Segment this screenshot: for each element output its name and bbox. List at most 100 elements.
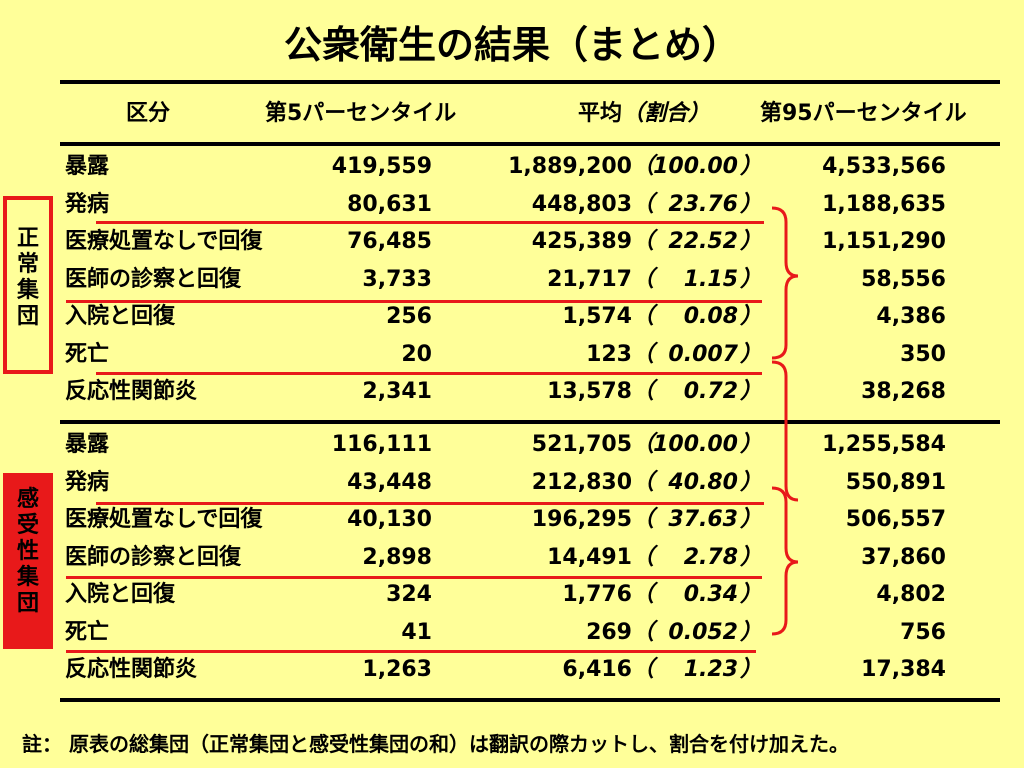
cell-p5: 2,898 (362, 544, 432, 570)
cell-p95: 506,557 (845, 507, 946, 532)
group-label-char: 集 (16, 278, 39, 303)
row-label: 発病 (65, 469, 110, 495)
row-label: 死亡 (65, 341, 110, 367)
cell-p95: 58,556 (861, 266, 946, 292)
table-row: 死亡 41 269 756 （ 0.052） (0, 615, 1024, 651)
cell-avg: 269 (586, 619, 632, 645)
ratio-open-paren: （ (632, 379, 655, 404)
cell-p5: 40,130 (347, 507, 432, 532)
table-row: 医療処置なしで回復 76,485 425,389 1,151,290 （ 22.52） (0, 224, 1024, 260)
highlight-line (96, 372, 762, 375)
header-p5: 第5パーセンタイル (265, 101, 457, 126)
cell-p5: 324 (386, 582, 432, 607)
table-row: 医療処置なしで回復 40,130 196,295 506,557 （ 37.63） (0, 502, 1024, 538)
cell-p5: 80,631 (347, 191, 432, 217)
ratio-value: 0.72 (683, 379, 738, 404)
slide-title: 公衆衛生の結果（まとめ） (283, 23, 740, 67)
table-row: 暴露 116,111 521,705 1,255,584 （100.00） (0, 427, 1024, 463)
row-label: 医師の診察と回復 (65, 544, 242, 570)
header-ratio-label: （割合） (622, 101, 711, 126)
ratio-close-paren: ） (739, 341, 762, 367)
cell-ratio: （ 0.052） (632, 615, 762, 651)
cell-p5: 419,559 (331, 154, 432, 179)
cell-p95: 4,802 (876, 582, 946, 607)
table-row: 死亡 20 123 350 （ 0.007） (0, 337, 1024, 373)
ratio-value: 1.23 (683, 657, 738, 682)
highlight-line (66, 300, 762, 303)
table-row: 入院と回復 324 1,776 4,802 （ 0.34） (0, 577, 1024, 613)
ratio-value: 100.00 (653, 432, 738, 457)
ratio-open-paren: （ (632, 657, 655, 682)
table-row: 反応性関節炎 1,263 6,416 17,384 （ 1.23） (0, 652, 1024, 688)
ratio-close-paren: ） (739, 544, 762, 570)
table-top-rule (60, 80, 1000, 84)
highlight-line (66, 576, 762, 579)
row-label: 医療処置なしで回復 (65, 507, 263, 532)
ratio-open-paren: （ (632, 544, 655, 570)
header-bottom-rule (60, 142, 1000, 146)
table-row: 医師の診察と回復 2,898 14,491 37,860 （ 2.78） (0, 540, 1024, 576)
cell-p5: 256 (386, 304, 432, 329)
ratio-close-paren: ） (739, 191, 762, 217)
row-label: 発病 (65, 191, 110, 217)
ratio-value: 22.52 (668, 229, 738, 254)
cell-avg: 448,803 (531, 191, 632, 217)
row-label: 入院と回復 (65, 582, 176, 607)
ratio-open-paren: （ (632, 341, 655, 367)
row-label: 医療処置なしで回復 (65, 229, 263, 254)
group-label-char: 常 (16, 252, 39, 277)
ratio-value: 0.34 (683, 582, 738, 607)
row-label: 医師の診察と回復 (65, 266, 242, 292)
header-category: 区分 (126, 101, 171, 126)
cell-ratio: （ 0.72） (632, 374, 762, 410)
group-label-normal-text: 正常集団 (7, 226, 49, 330)
ratio-open-paren: （ (632, 432, 655, 457)
cell-avg: 13,578 (547, 379, 632, 404)
ratio-open-paren: （ (632, 582, 655, 607)
group-label-char: 正 (16, 226, 39, 251)
ratio-close-paren: ） (739, 507, 762, 532)
cell-ratio: （ 1.23） (632, 652, 762, 688)
group-label-char: 感 (16, 487, 39, 512)
cell-ratio: （ 37.63） (632, 502, 762, 538)
ratio-close-paren: ） (739, 304, 762, 329)
ratio-open-paren: （ (632, 304, 655, 329)
group-label-char: 団 (16, 591, 39, 616)
cell-p5: 3,733 (362, 266, 432, 292)
cell-ratio: （ 2.78） (632, 540, 762, 576)
ratio-open-paren: （ (632, 266, 655, 292)
header-avg: 平均（割合） (578, 95, 710, 127)
ratio-open-paren: （ (632, 229, 655, 254)
brace-mark (771, 274, 799, 360)
row-label: 反応性関節炎 (65, 657, 198, 682)
ratio-close-paren: ） (739, 582, 762, 607)
cell-p95: 350 (900, 341, 946, 367)
cell-avg: 1,574 (562, 304, 632, 329)
cell-p95: 1,151,290 (822, 229, 946, 254)
cell-p95: 17,384 (861, 657, 946, 682)
cell-avg: 425,389 (531, 229, 632, 254)
cell-p5: 41 (401, 619, 432, 645)
header-avg-label: 平均 (578, 101, 623, 126)
brace-mark (771, 486, 799, 564)
table-row: 暴露 419,559 1,889,200 4,533,566 （100.00） (0, 149, 1024, 185)
brace-mark (771, 560, 799, 636)
ratio-close-paren: ） (739, 154, 762, 179)
cell-p5: 20 (401, 341, 432, 367)
cell-ratio: （ 0.08） (632, 299, 762, 335)
cell-p5: 43,448 (347, 469, 432, 495)
ratio-value: 1.15 (683, 266, 738, 292)
cell-avg: 1,889,200 (508, 154, 632, 179)
cell-avg: 14,491 (547, 544, 632, 570)
cell-p95: 550,891 (845, 469, 946, 495)
ratio-value: 100.00 (653, 154, 738, 179)
cell-ratio: （ 1.15） (632, 262, 762, 298)
highlight-line (96, 502, 764, 505)
ratio-value: 37.63 (668, 507, 738, 532)
ratio-value: 2.78 (683, 544, 738, 570)
cell-p95: 1,255,584 (822, 432, 946, 457)
cell-avg: 196,295 (531, 507, 632, 532)
cell-avg: 521,705 (531, 432, 632, 457)
cell-avg: 123 (586, 341, 632, 367)
